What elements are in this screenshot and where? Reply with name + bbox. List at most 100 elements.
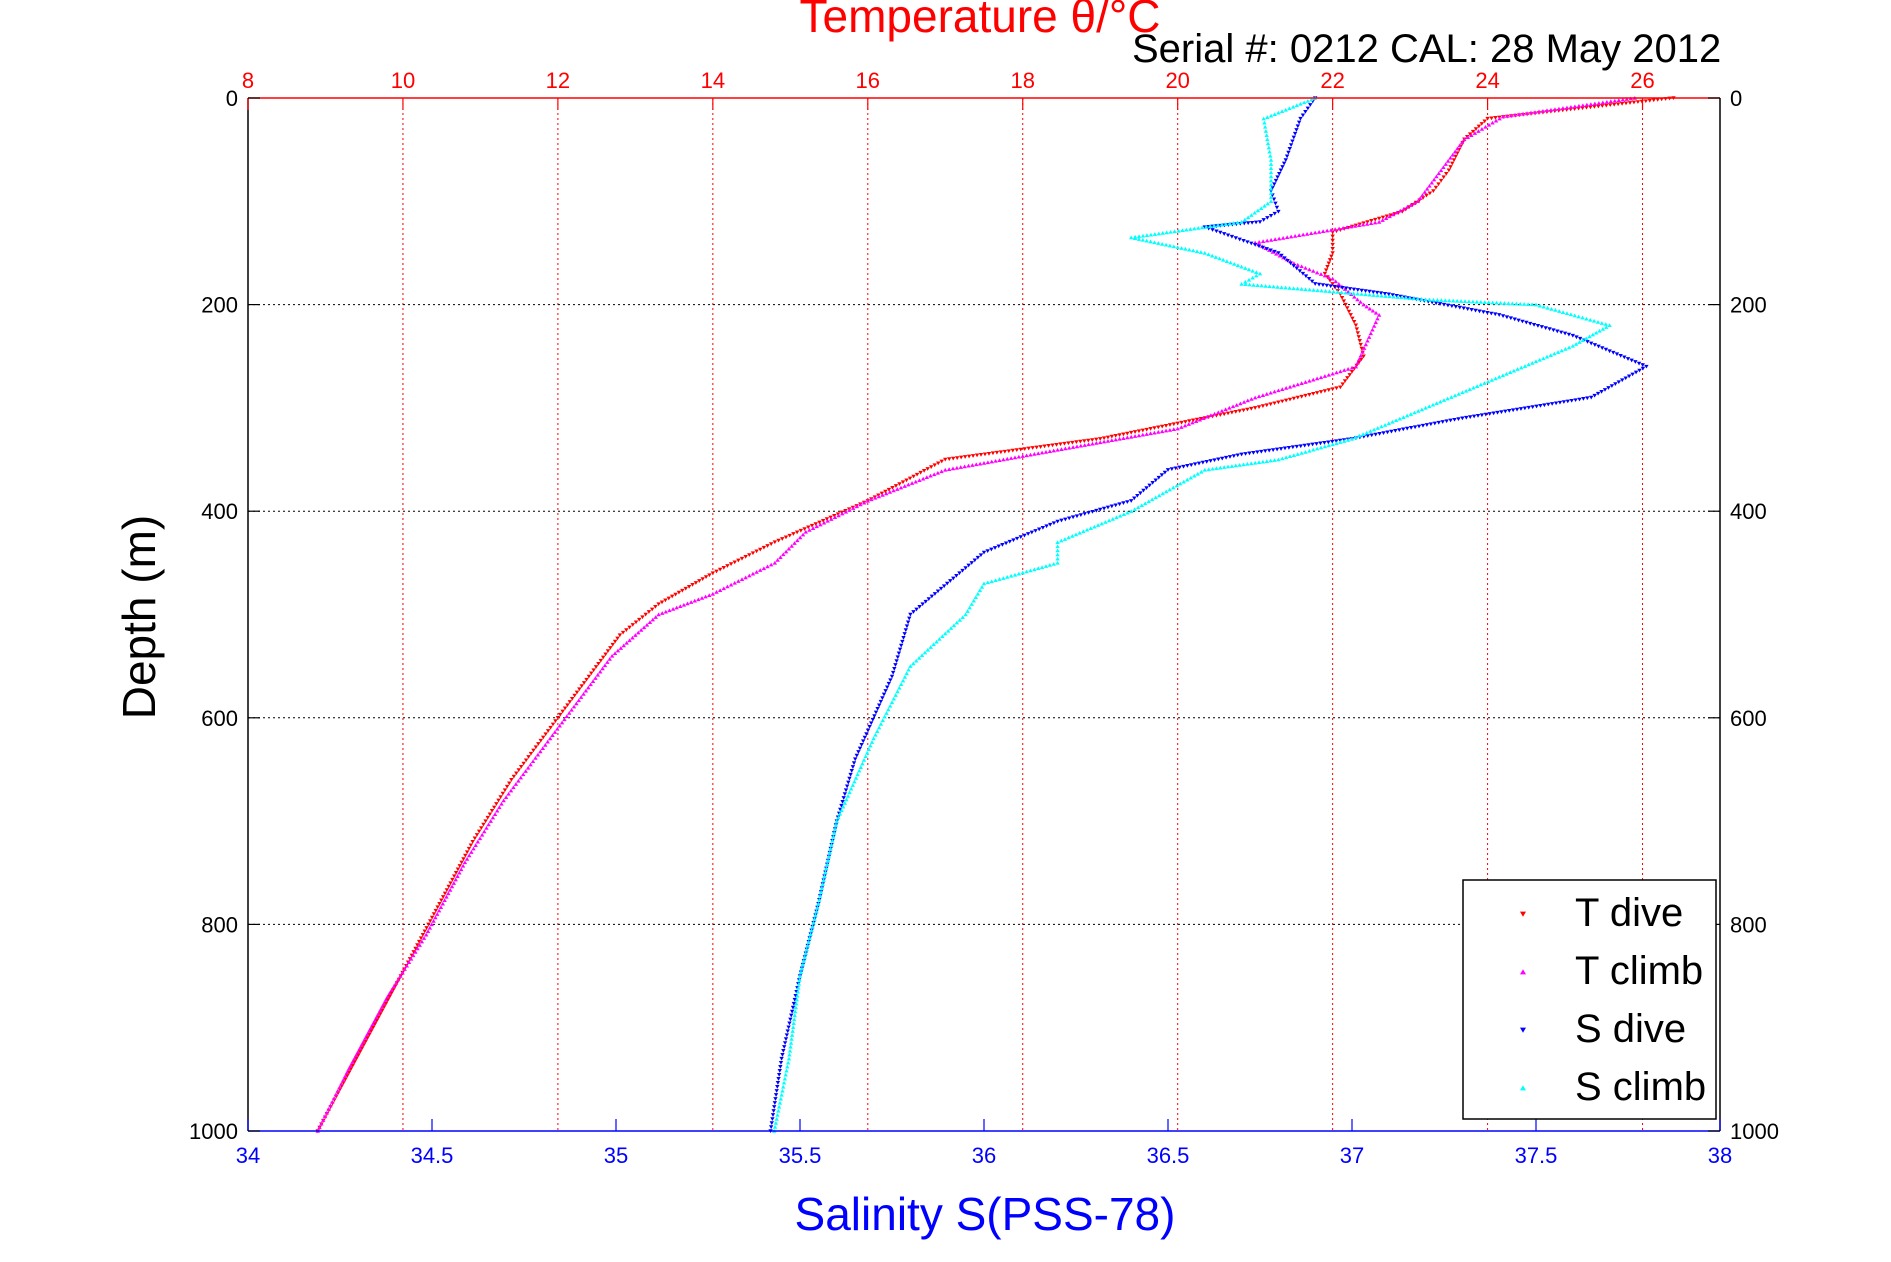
data-point bbox=[785, 1064, 790, 1069]
data-point bbox=[1291, 286, 1296, 291]
data-point bbox=[739, 577, 745, 582]
data-point bbox=[1515, 367, 1520, 371]
data-point bbox=[1140, 428, 1146, 433]
data-point bbox=[1522, 364, 1528, 368]
data-point bbox=[1110, 516, 1115, 521]
data-point bbox=[1129, 434, 1134, 439]
data-point bbox=[1014, 448, 1019, 452]
data-point bbox=[1349, 369, 1355, 374]
data-point bbox=[564, 714, 570, 718]
data-point bbox=[1157, 493, 1162, 498]
data-point bbox=[1117, 502, 1122, 507]
data-point bbox=[1105, 438, 1111, 443]
data-point bbox=[1291, 264, 1296, 268]
data-point bbox=[365, 1036, 370, 1041]
data-point bbox=[1195, 471, 1200, 476]
data-point bbox=[1287, 384, 1293, 389]
data-point bbox=[473, 843, 478, 847]
data-point bbox=[1503, 409, 1508, 414]
data-point bbox=[803, 529, 809, 534]
data-point bbox=[328, 1103, 333, 1108]
data-point bbox=[1441, 165, 1446, 169]
data-point bbox=[1284, 235, 1290, 240]
data-point bbox=[908, 612, 913, 617]
data-point bbox=[1479, 413, 1485, 418]
data-point bbox=[1267, 284, 1272, 289]
data-point bbox=[754, 569, 759, 574]
data-point bbox=[1603, 322, 1608, 326]
data-point bbox=[1175, 426, 1180, 431]
data-point bbox=[1022, 447, 1027, 451]
data-point bbox=[758, 568, 763, 572]
data-point bbox=[1583, 336, 1589, 341]
data-point bbox=[562, 706, 568, 711]
data-point bbox=[936, 461, 941, 466]
data-point bbox=[608, 646, 613, 650]
data-point bbox=[501, 798, 506, 803]
data-point bbox=[1264, 459, 1269, 463]
data-point bbox=[1577, 397, 1582, 402]
data-point bbox=[489, 809, 495, 813]
data-point bbox=[1051, 521, 1057, 526]
data-point bbox=[1001, 457, 1006, 462]
data-point bbox=[1227, 405, 1232, 410]
data-point bbox=[1386, 292, 1391, 297]
data-point bbox=[1524, 320, 1529, 325]
data-point bbox=[1441, 302, 1447, 307]
data-point bbox=[624, 628, 629, 632]
data-point bbox=[1140, 233, 1146, 238]
data-point bbox=[1286, 445, 1292, 450]
data-point bbox=[1197, 417, 1203, 422]
data-point bbox=[768, 562, 774, 567]
data-point bbox=[466, 846, 472, 851]
data-point bbox=[994, 450, 1000, 455]
data-point bbox=[1613, 382, 1618, 386]
data-point bbox=[374, 1019, 379, 1023]
data-point bbox=[1024, 569, 1029, 574]
data-point bbox=[518, 764, 524, 769]
data-point bbox=[786, 546, 792, 551]
data-point bbox=[413, 949, 418, 954]
left-tick-label: 1000 bbox=[189, 1119, 238, 1144]
data-point bbox=[1260, 459, 1266, 464]
data-point bbox=[1635, 100, 1641, 104]
data-point bbox=[1479, 127, 1485, 131]
data-point bbox=[1018, 447, 1023, 452]
data-point bbox=[1316, 229, 1322, 234]
data-point bbox=[1090, 438, 1095, 442]
data-point bbox=[928, 645, 933, 649]
data-point bbox=[526, 755, 531, 759]
data-point bbox=[1265, 201, 1270, 206]
data-point bbox=[1323, 289, 1328, 293]
data-point bbox=[352, 1056, 357, 1061]
data-point bbox=[1268, 113, 1274, 118]
data-point bbox=[1363, 292, 1368, 297]
data-point bbox=[468, 843, 474, 848]
data-point bbox=[1059, 447, 1064, 451]
data-point bbox=[1401, 206, 1406, 211]
top-tick-label: 24 bbox=[1475, 68, 1499, 93]
data-point bbox=[1105, 435, 1111, 440]
data-point bbox=[1295, 124, 1301, 129]
data-point bbox=[1408, 412, 1414, 416]
data-point bbox=[1584, 105, 1589, 110]
data-point bbox=[353, 1053, 359, 1058]
data-point bbox=[1200, 460, 1206, 465]
data-point bbox=[830, 838, 835, 843]
data-point bbox=[1439, 298, 1444, 302]
data-point bbox=[1361, 221, 1366, 226]
data-point bbox=[1566, 345, 1572, 350]
bottom-tick-label: 35.5 bbox=[779, 1143, 822, 1168]
data-point bbox=[1199, 225, 1205, 230]
data-point bbox=[1326, 440, 1331, 445]
data-point bbox=[317, 1125, 322, 1130]
data-point bbox=[1051, 448, 1056, 453]
data-point bbox=[897, 647, 903, 652]
data-point bbox=[839, 808, 844, 813]
data-point bbox=[1272, 401, 1277, 406]
data-point bbox=[1548, 107, 1554, 112]
data-point bbox=[1537, 357, 1542, 362]
data-point bbox=[971, 598, 976, 603]
data-point bbox=[707, 593, 712, 597]
data-point bbox=[1386, 421, 1391, 426]
